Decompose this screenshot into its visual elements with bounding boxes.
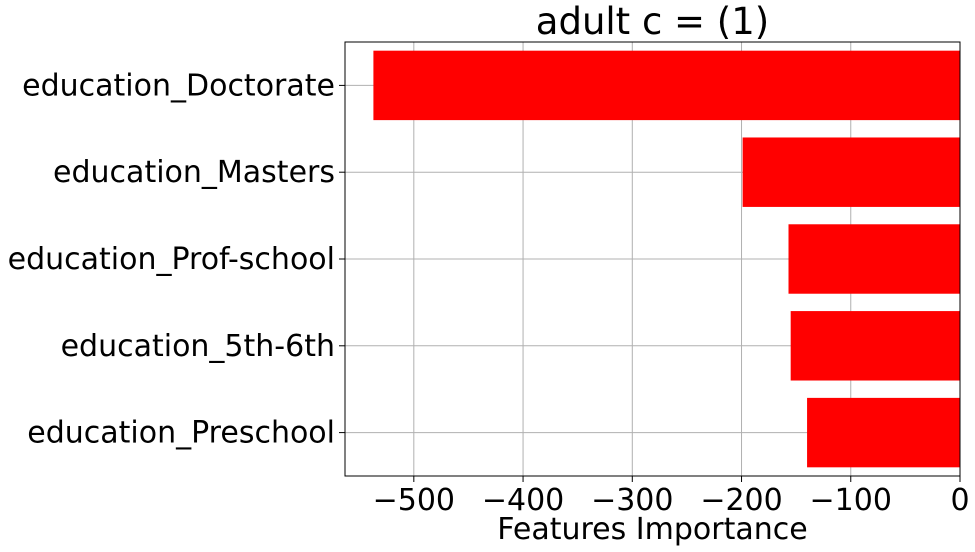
x-axis-ticks: −500 −400 −300 −200 −100 0	[373, 476, 970, 518]
y-axis-ticks: education_Doctorate education_Masterseduc…	[8, 68, 345, 451]
x-tick-label: 0	[950, 483, 969, 518]
x-axis-label: Features Importance	[497, 512, 807, 547]
bar-education-doctorate	[373, 50, 960, 121]
bar-education-prof-school	[788, 224, 960, 294]
bar-education-masters	[742, 137, 960, 207]
y-tick-label: education_Masters	[53, 155, 335, 190]
y-tick-label: education_Doctorate	[22, 68, 335, 103]
bars	[373, 50, 960, 468]
x-tick-label: −300	[591, 483, 673, 518]
chart-title: adult c = (1)	[536, 0, 769, 43]
bar-education-5th-6th	[790, 311, 960, 381]
y-tick-label: education_Prof-school	[8, 242, 335, 277]
y-tick-label: education_5th-6th	[61, 329, 335, 364]
x-tick-label: −400	[482, 483, 564, 518]
x-tick-label: −100	[810, 483, 892, 518]
x-tick-label: −200	[700, 483, 782, 518]
y-tick-label: education_Preschool	[27, 416, 335, 451]
x-tick-label: −500	[373, 483, 455, 518]
bar-education-preschool	[807, 397, 960, 468]
